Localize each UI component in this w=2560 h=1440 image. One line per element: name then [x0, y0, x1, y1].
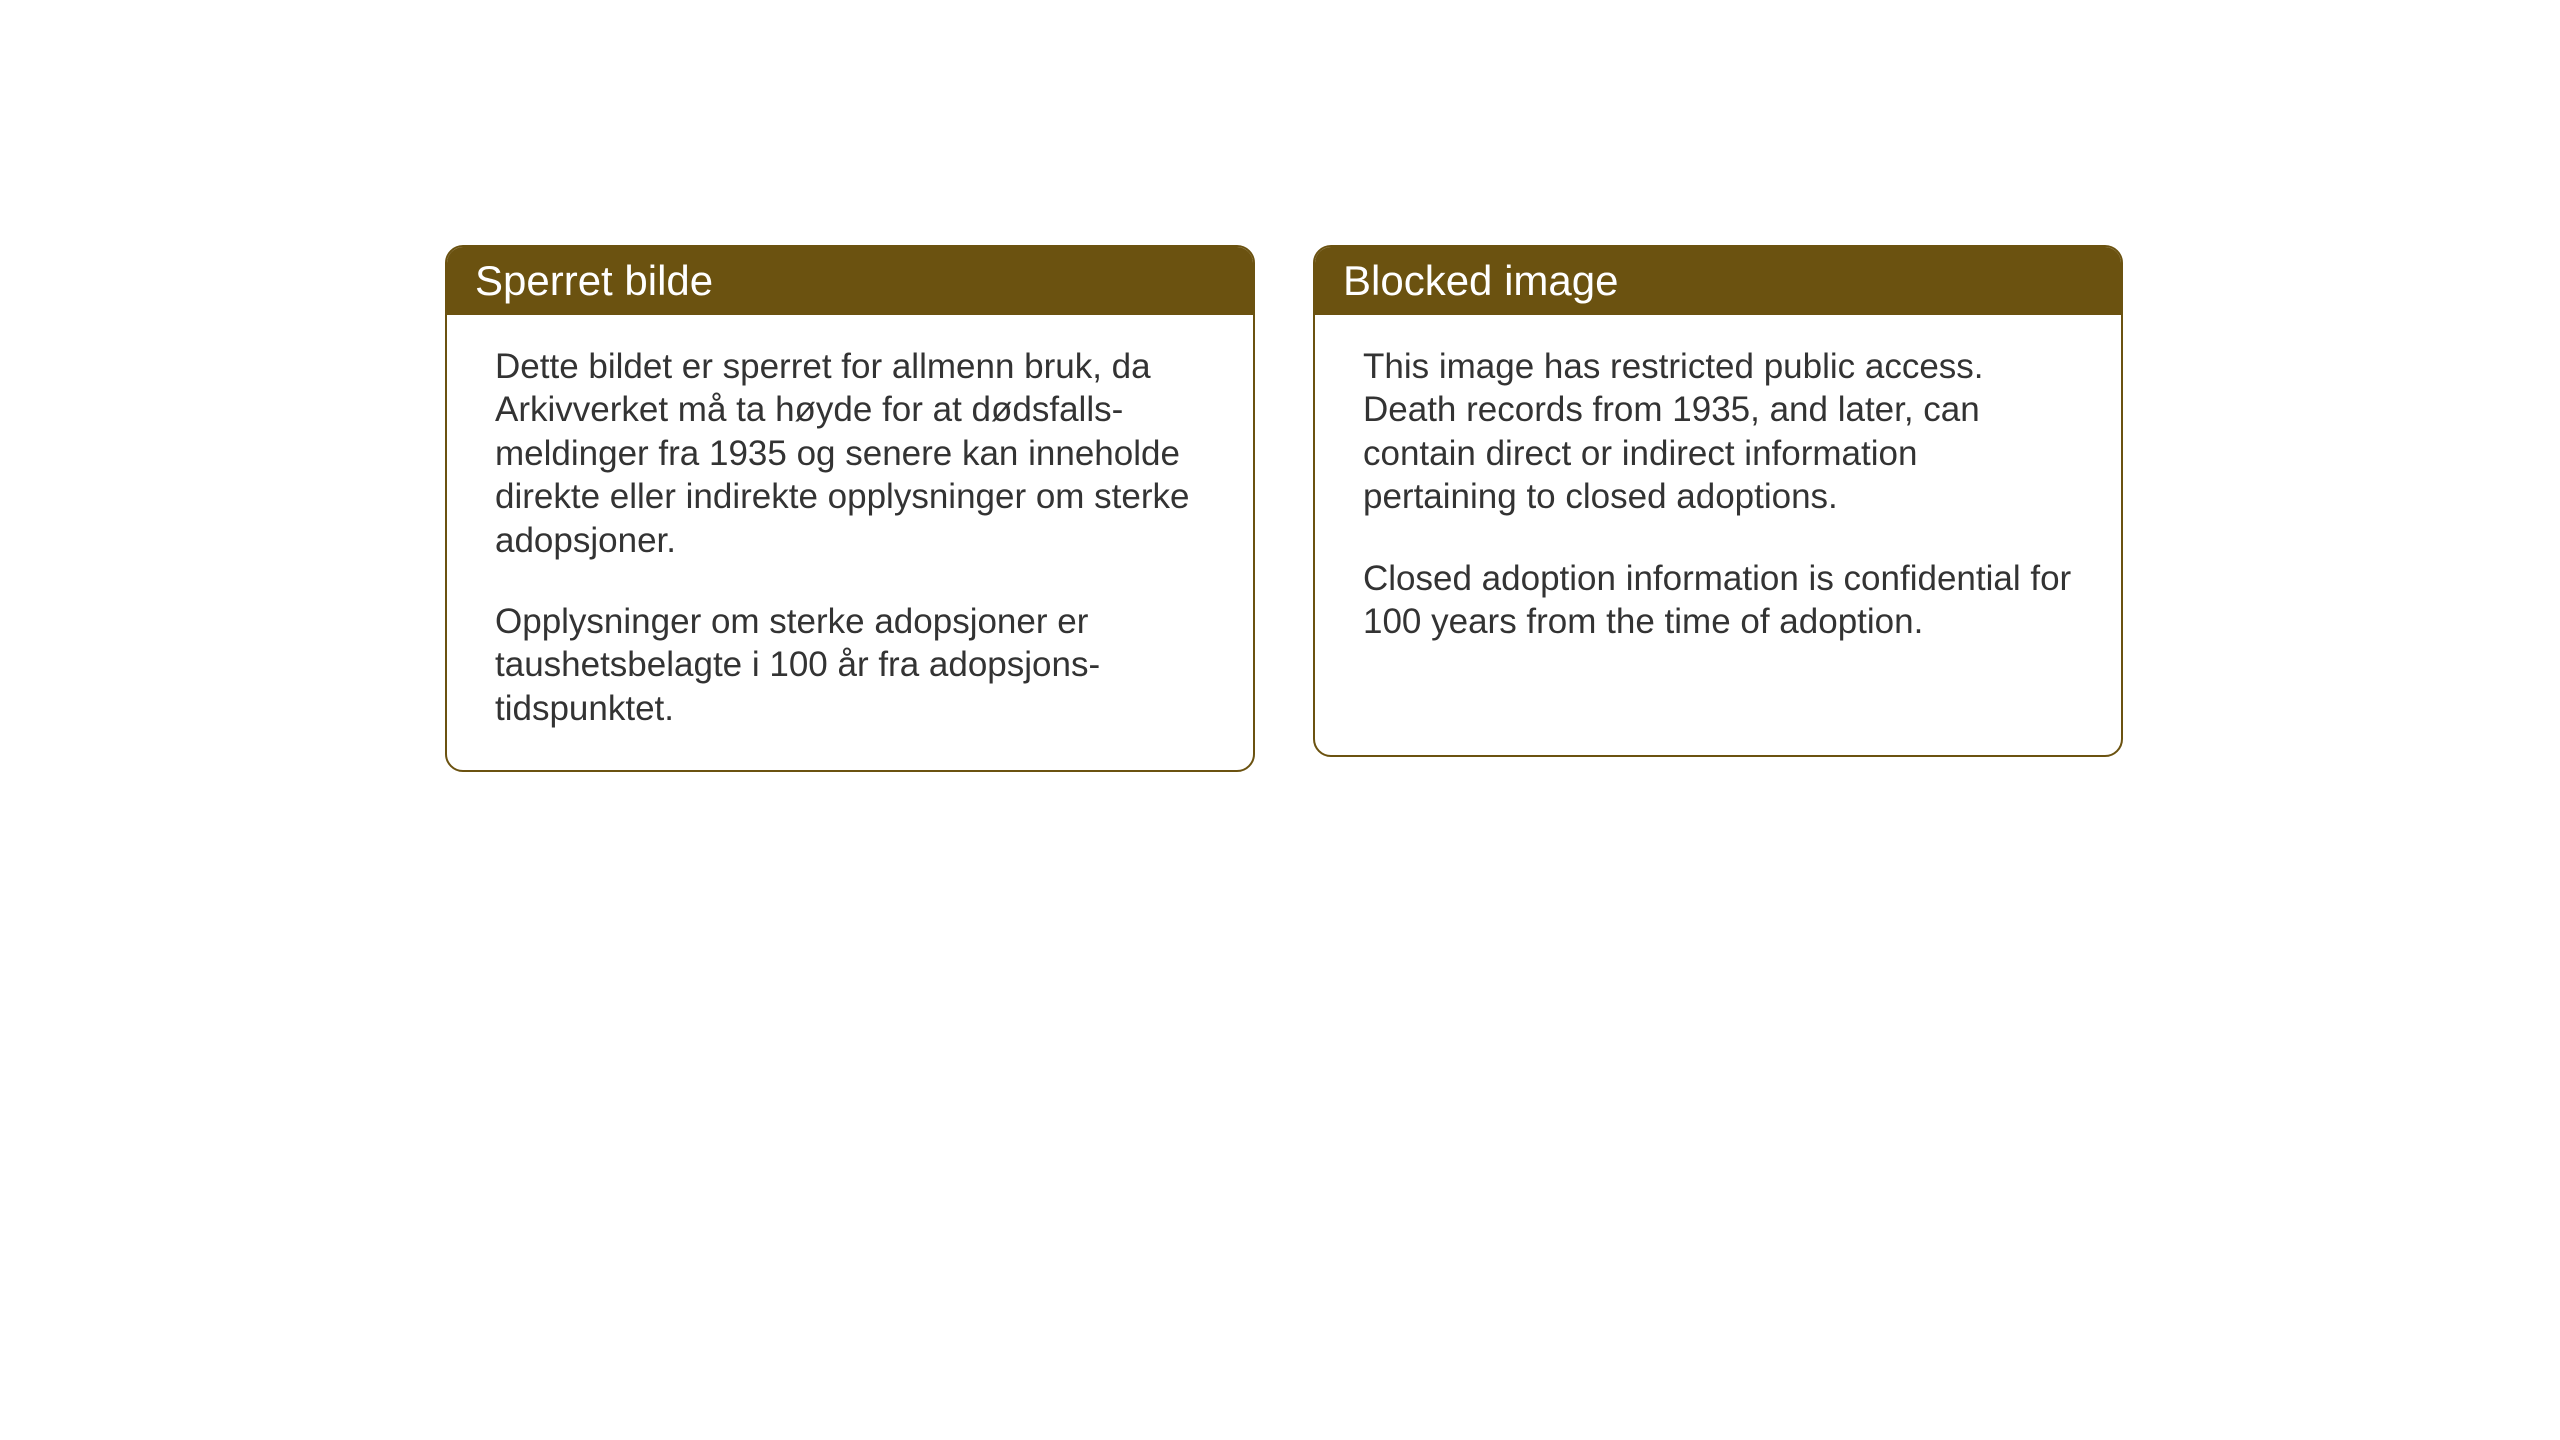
notice-header-norwegian: Sperret bilde — [447, 247, 1253, 315]
notice-body-norwegian: Dette bildet er sperret for allmenn bruk… — [447, 315, 1253, 770]
notice-box-english: Blocked image This image has restricted … — [1313, 245, 2123, 757]
notice-header-english: Blocked image — [1315, 247, 2121, 315]
notice-body-english: This image has restricted public access.… — [1315, 315, 2121, 683]
notice-box-norwegian: Sperret bilde Dette bildet er sperret fo… — [445, 245, 1255, 772]
notice-paragraph: Closed adoption information is confident… — [1363, 557, 2073, 644]
notice-paragraph: Opplysninger om sterke adopsjoner er tau… — [495, 600, 1205, 730]
notice-paragraph: This image has restricted public access.… — [1363, 345, 2073, 519]
notice-container: Sperret bilde Dette bildet er sperret fo… — [445, 245, 2123, 772]
notice-paragraph: Dette bildet er sperret for allmenn bruk… — [495, 345, 1205, 562]
